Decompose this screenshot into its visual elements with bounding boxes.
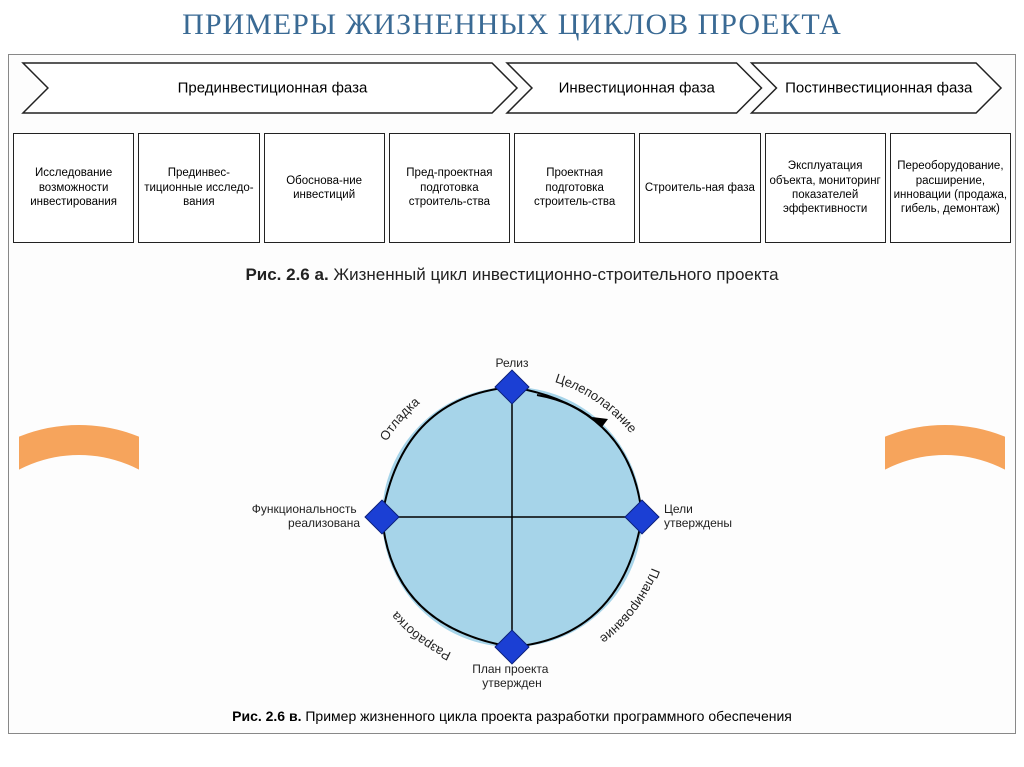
boxes-row: Исследование возможности инвестирования … (13, 133, 1011, 243)
cycle-svg: Релиз Цели утверждены План проекта утвер… (302, 347, 722, 687)
stage-box-3: Пред-проектная подготовка строитель-ства (389, 133, 510, 243)
stage-box-5: Строитель-ная фаза (639, 133, 760, 243)
node-label-top: Релиз (496, 356, 529, 370)
decoration-left-icon (19, 425, 139, 695)
caption-b-text: Пример жизненного цикла проекта разработ… (301, 708, 791, 724)
stage-box-7: Переоборудование, расширение, инновации … (890, 133, 1011, 243)
stage-box-2: Обоснова-ние инвестиций (264, 133, 385, 243)
phase-label-2: Постинвестиционная фаза (762, 74, 997, 103)
stage-box-4: Проектная подготовка строитель-ства (514, 133, 635, 243)
caption-a-text: Жизненный цикл инвестиционно-строительно… (329, 265, 779, 284)
phase-label-1: Инвестиционная фаза (522, 74, 752, 103)
stage-box-1: Прединвес-тиционные исследо-вания (138, 133, 259, 243)
stage-box-0: Исследование возможности инвестирования (13, 133, 134, 243)
page-title: ПРИМЕРЫ ЖИЗНЕННЫХ ЦИКЛОВ ПРОЕКТА (0, 0, 1024, 54)
node-label-right: Цели утверждены (664, 502, 732, 530)
decoration-right-icon (885, 425, 1005, 695)
phases-row: Прединвестиционная фаза Инвестиционная ф… (13, 59, 1011, 117)
caption-a: Рис. 2.6 а. Жизненный цикл инвестиционно… (9, 265, 1015, 285)
caption-b-prefix: Рис. 2.6 в. (232, 708, 301, 724)
diagram-frame: Прединвестиционная фаза Инвестиционная ф… (8, 54, 1016, 734)
cycle-diagram: Релиз Цели утверждены План проекта утвер… (302, 347, 722, 687)
phase-label-0: Прединвестиционная фаза (33, 74, 512, 103)
stage-box-6: Эксплуатация объекта, мониторинг показат… (765, 133, 886, 243)
node-label-left: Функциональность реализована (252, 502, 361, 530)
caption-b: Рис. 2.6 в. Пример жизненного цикла прое… (9, 707, 1015, 725)
node-label-bottom: План проекта утвержден (472, 662, 552, 690)
caption-a-prefix: Рис. 2.6 а. (245, 265, 328, 284)
